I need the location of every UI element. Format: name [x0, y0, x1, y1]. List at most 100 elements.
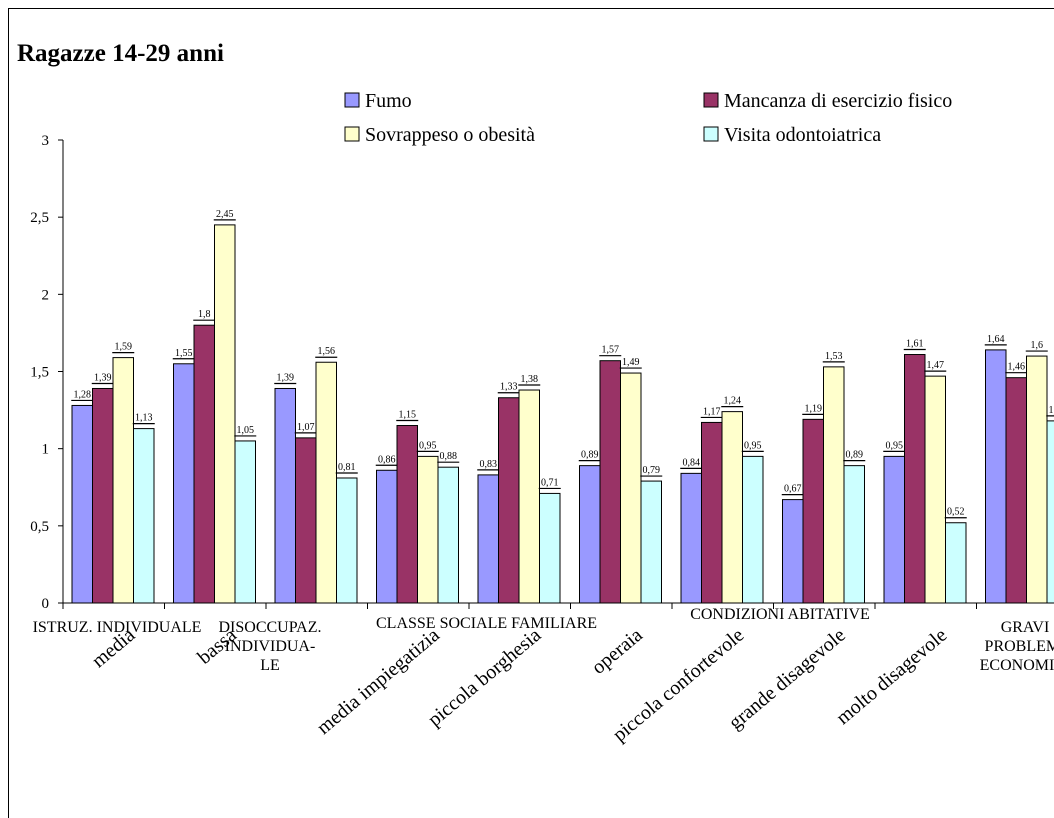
data-label: 1,17	[703, 406, 721, 417]
bar	[844, 466, 865, 603]
bar	[1047, 421, 1054, 603]
legend-swatch	[704, 93, 718, 107]
bar	[134, 429, 155, 603]
bar	[641, 481, 662, 603]
legend-label: Mancanza di esercizio fisico	[724, 90, 952, 112]
legend-label: Fumo	[365, 90, 412, 112]
data-label: 0,88	[440, 451, 458, 462]
bar	[337, 478, 358, 603]
data-label: 0,86	[378, 454, 396, 465]
data-label: 1,59	[115, 342, 133, 353]
bar	[215, 225, 236, 603]
bar	[783, 500, 804, 603]
bar	[194, 325, 215, 603]
bar	[722, 412, 743, 603]
bar	[174, 364, 195, 603]
group-label: CONDIZIONI ABITATIVE	[690, 606, 870, 623]
data-label: 1,18	[1049, 405, 1054, 416]
bar	[438, 467, 459, 603]
bar	[93, 388, 114, 603]
data-label: 1,15	[399, 410, 417, 421]
data-label: 0,71	[541, 477, 559, 488]
bar	[580, 466, 601, 603]
data-label: 1,47	[927, 360, 945, 371]
data-label: 0,89	[581, 450, 599, 461]
bar	[1006, 378, 1027, 603]
bar	[803, 419, 824, 603]
category-label: operaia	[588, 624, 647, 679]
data-label: 0,95	[419, 440, 437, 451]
data-label: 1,07	[297, 422, 315, 433]
y-tick-label: 0,5	[30, 519, 49, 535]
data-label: 2,45	[216, 209, 234, 220]
group-label-line: CLASSE SOCIALE FAMILIARE	[376, 615, 597, 632]
legend-swatch	[345, 127, 359, 141]
bar	[519, 390, 540, 603]
data-label: 0,84	[683, 457, 701, 468]
bar	[905, 355, 926, 603]
data-label: 0,89	[846, 450, 864, 461]
y-tick-label: 2,5	[30, 210, 49, 226]
group-label: CLASSE SOCIALE FAMILIARE	[376, 615, 597, 632]
data-label: 1,55	[175, 348, 193, 359]
data-label: 0,81	[338, 462, 356, 473]
data-label: 1,6	[1031, 340, 1044, 351]
data-label: 1,24	[724, 396, 742, 407]
bar	[600, 361, 621, 603]
data-label: 1,19	[805, 403, 823, 414]
data-label: 0,95	[886, 440, 904, 451]
data-label: 1,57	[602, 345, 620, 356]
legend-label: Visita odontoiatrica	[724, 124, 881, 146]
data-label: 0,95	[744, 440, 762, 451]
y-tick-label: 2	[42, 287, 50, 303]
data-label: 0,83	[480, 459, 498, 470]
bar	[377, 470, 398, 603]
bar	[925, 376, 946, 603]
y-tick-label: 3	[42, 133, 50, 149]
bar	[946, 523, 967, 603]
group-label-line: ECONOMICI	[980, 657, 1054, 674]
group-label-line: GRAVI	[1001, 619, 1050, 636]
bar	[499, 398, 520, 603]
bar	[986, 350, 1007, 603]
bar	[540, 493, 561, 603]
y-tick-label: 0	[42, 596, 50, 612]
category-label: media impiegatizia	[313, 624, 444, 739]
data-label: 1,13	[135, 413, 153, 424]
y-tick-label: 1,5	[30, 365, 49, 381]
data-label: 1,39	[277, 372, 295, 383]
data-label: 1,53	[825, 351, 843, 362]
group-label: GRAVI PROBLEMI ECONOMICI	[980, 619, 1054, 674]
data-label: 0,52	[947, 507, 965, 518]
data-label: 1,28	[74, 389, 92, 400]
data-label: 1,33	[500, 382, 518, 393]
bar	[621, 373, 642, 603]
data-label: 1,64	[987, 334, 1005, 345]
y-tick-label: 1	[42, 442, 50, 458]
bar	[824, 367, 845, 603]
category-label: molto disagevole	[832, 624, 951, 729]
group-label-line: LE	[260, 657, 280, 674]
legend-label: Sovrappeso o obesità	[365, 124, 535, 146]
bar	[681, 473, 702, 603]
bar	[235, 441, 256, 603]
bar	[743, 456, 764, 603]
bar	[702, 422, 723, 603]
group-label-line: CONDIZIONI ABITATIVE	[690, 606, 870, 623]
legend-swatch	[704, 127, 718, 141]
data-label: 1,61	[906, 339, 924, 350]
bar	[72, 405, 93, 603]
legend-swatch	[345, 93, 359, 107]
bar	[478, 475, 499, 603]
data-label: 0,79	[643, 465, 661, 476]
data-label: 1,56	[318, 346, 336, 357]
data-label: 1,46	[1008, 362, 1026, 373]
bar	[884, 456, 905, 603]
group-label-line: PROBLEMI	[985, 638, 1054, 655]
data-label: 1,8	[198, 309, 211, 320]
data-label: 1,05	[237, 425, 255, 436]
bar	[397, 426, 418, 603]
bar	[113, 358, 134, 603]
bar	[1027, 356, 1048, 603]
